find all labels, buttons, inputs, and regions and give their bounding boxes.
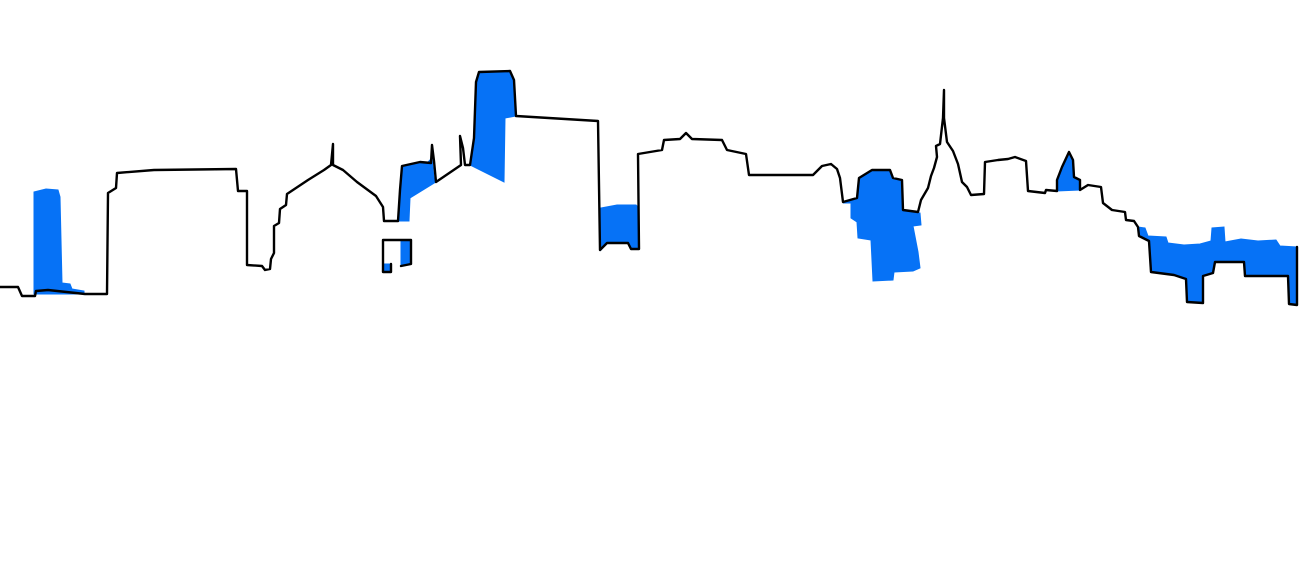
skyline-outline-path xyxy=(0,69,1299,307)
highlight-building-right-cluster xyxy=(1137,226,1298,306)
highlight-building-center-lower xyxy=(400,239,412,267)
highlight-building-center-left xyxy=(398,156,437,222)
skyline-gap-detail xyxy=(381,238,413,274)
skyline-outline xyxy=(0,69,1299,307)
highlighted-buildings xyxy=(33,70,1298,306)
highlight-building-center-right xyxy=(842,169,922,282)
highlight-building-far-left xyxy=(33,188,85,295)
